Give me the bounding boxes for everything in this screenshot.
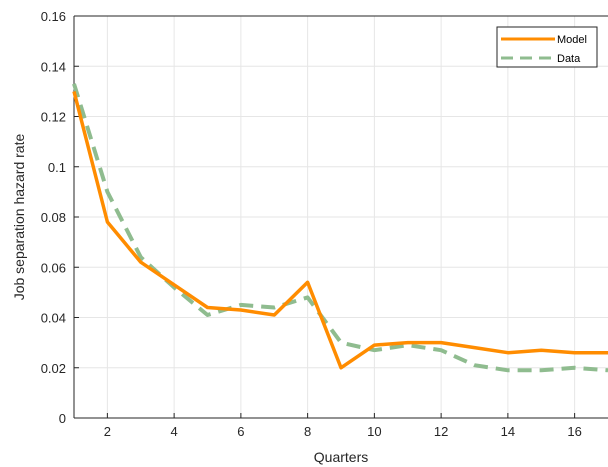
legend: Model Data [496, 26, 598, 68]
x-tick-label: 14 [501, 424, 515, 439]
y-tick-label: 0.08 [41, 210, 66, 225]
legend-label-model: Model [557, 34, 587, 46]
y-tick-label: 0.04 [41, 311, 66, 326]
x-tick-label: 6 [237, 424, 244, 439]
y-tick-label: 0.1 [48, 160, 66, 175]
legend-label-data: Data [557, 53, 581, 65]
y-tick-label: 0.12 [41, 110, 66, 125]
tick-labels: 2 4 6 8 10 12 14 16 0 0.02 0.04 0.06 0.08 0.1 0.12 0.14… [41, 9, 582, 439]
y-tick-label: 0.02 [41, 361, 66, 376]
series-layer [72, 83, 608, 373]
series-line-data [72, 83, 608, 373]
tick-marks [74, 15, 576, 419]
x-tick-label: 2 [104, 424, 111, 439]
y-axis-label: Job separation hazard rate [11, 134, 27, 301]
x-tick-label: 10 [367, 424, 381, 439]
y-tick-label: 0 [59, 411, 66, 426]
y-tick-label: 0.14 [41, 59, 66, 74]
series-line-model [72, 90, 608, 370]
x-tick-label: 12 [434, 424, 448, 439]
x-axis-label: Quarters [314, 449, 368, 465]
x-tick-label: 8 [304, 424, 311, 439]
legend-box [496, 26, 598, 68]
x-tick-label: 16 [567, 424, 581, 439]
y-tick-label: 0.06 [41, 260, 66, 275]
y-tick-label: 0.16 [41, 9, 66, 24]
x-tick-label: 4 [171, 424, 178, 439]
